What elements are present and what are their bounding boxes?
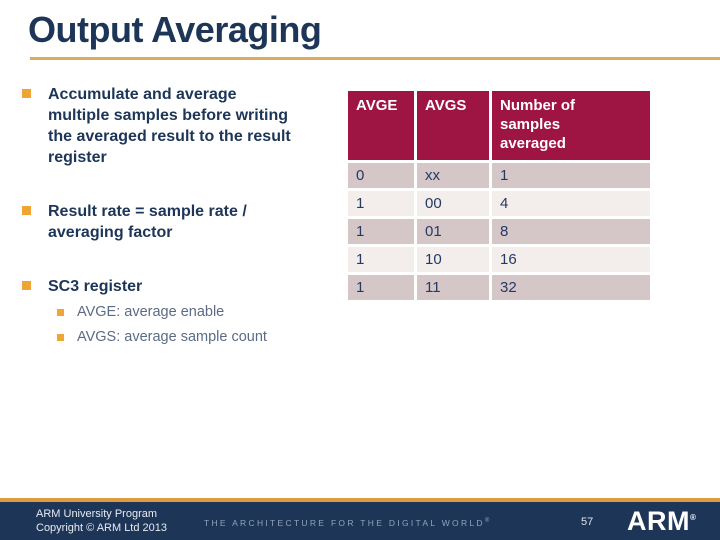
table-cell: 1 <box>348 275 414 300</box>
title-underline <box>30 57 720 60</box>
table-cell: 1 <box>492 163 650 188</box>
table-cell: 0 <box>348 163 414 188</box>
registered-mark: ® <box>484 518 490 525</box>
sub-bullet-item: AVGE: average enable <box>57 304 332 321</box>
footer-accent-line <box>0 498 720 502</box>
arm-logo-text: ARM <box>627 506 690 536</box>
slide-title: Output Averaging <box>28 9 322 50</box>
arm-logo: ARM® <box>627 506 696 537</box>
bullet-item: Accumulate and average multiple samples … <box>22 84 332 168</box>
table-header-cell: AVGS <box>417 91 489 160</box>
bullet-square-icon <box>22 206 31 215</box>
table-header-cell: AVGE <box>348 91 414 160</box>
bullet-square-icon <box>57 309 64 316</box>
copyright-text: Copyright © ARM Ltd 2013 <box>36 522 168 534</box>
averaging-table: AVGE AVGS Number of samples averaged 0 x… <box>345 88 653 303</box>
table-cell: 16 <box>492 247 650 272</box>
table-row: 1 01 8 <box>348 219 650 244</box>
table-header-cell: Number of samples averaged <box>492 91 650 160</box>
table-header-row: AVGE AVGS Number of samples averaged <box>348 91 650 160</box>
table-cell: 10 <box>417 247 489 272</box>
footer-bar: ARM University Program Copyright © ARM L… <box>0 502 720 540</box>
table-cell: 4 <box>492 191 650 216</box>
bullet-list: Accumulate and average multiple samples … <box>22 84 332 354</box>
table-cell: 1 <box>348 219 414 244</box>
footer-credits: ARM University Program Copyright © ARM L… <box>36 507 167 535</box>
bullet-square-icon <box>22 281 31 290</box>
table-row: 1 11 32 <box>348 275 650 300</box>
bullet-text: SC3 register <box>48 278 143 295</box>
bullet-square-icon <box>57 334 64 341</box>
bullet-item: SC3 register <box>22 276 332 297</box>
program-name: ARM University Program <box>36 508 158 520</box>
bullet-item: Result rate = sample rate / averaging fa… <box>22 201 332 243</box>
sub-bullet-text: AVGS: average sample count <box>77 329 267 345</box>
bullet-square-icon <box>22 89 31 98</box>
sub-bullet-list: AVGE: average enable AVGS: average sampl… <box>57 304 332 346</box>
table-cell: 1 <box>348 247 414 272</box>
table-cell: 8 <box>492 219 650 244</box>
registered-mark: ® <box>690 513 697 522</box>
table-cell: 11 <box>417 275 489 300</box>
table-row: 1 10 16 <box>348 247 650 272</box>
table-cell: xx <box>417 163 489 188</box>
tagline-text: THE ARCHITECTURE FOR THE DIGITAL WORLD <box>204 518 485 528</box>
sub-bullet-item: AVGS: average sample count <box>57 329 332 346</box>
table-cell: 00 <box>417 191 489 216</box>
table-cell: 1 <box>348 191 414 216</box>
bullet-text: Result rate = sample rate / averaging fa… <box>48 203 247 241</box>
table-header-text: Number of samples averaged <box>500 97 575 152</box>
table-row: 0 xx 1 <box>348 163 650 188</box>
table-cell: 01 <box>417 219 489 244</box>
bullet-text: Accumulate and average multiple samples … <box>48 86 291 166</box>
table-cell: 32 <box>492 275 650 300</box>
table-row: 1 00 4 <box>348 191 650 216</box>
page-number: 57 <box>581 516 594 528</box>
brand-tagline: THE ARCHITECTURE FOR THE DIGITAL WORLD® <box>204 518 489 528</box>
sub-bullet-text: AVGE: average enable <box>77 304 225 320</box>
